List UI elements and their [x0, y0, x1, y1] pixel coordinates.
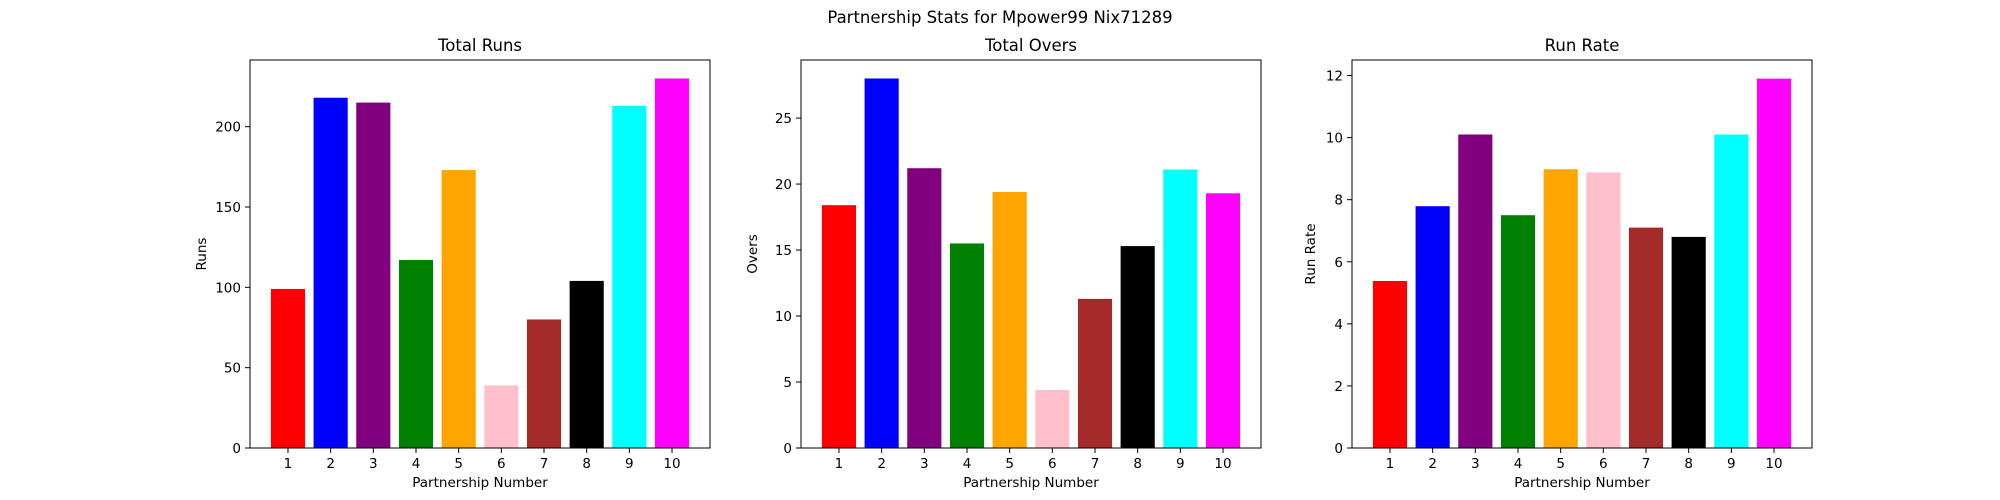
chart-3-xtick-label-9: 9	[1727, 456, 1736, 472]
chart-3-ytick-label-2: 2	[1334, 379, 1343, 395]
chart-1-xtick-label-9: 9	[625, 456, 634, 472]
chart-2-bar-10	[1205, 193, 1241, 448]
chart-2-bar-6	[1035, 389, 1070, 448]
chart-1-xlabel: Partnership Number	[412, 475, 548, 491]
chart-2-ytick-label-10: 10	[775, 309, 792, 325]
chart-2-axes-frame	[800, 59, 1262, 449]
chart-1-bar-3	[356, 102, 391, 449]
chart-1-xtick-label-3: 3	[369, 456, 378, 472]
chart-3-axes-frame	[1351, 59, 1813, 449]
chart-2-bar-8	[1120, 246, 1155, 448]
chart-3-ylabel: Run Rate	[1303, 223, 1319, 284]
chart-2-xtick-label-3: 3	[920, 456, 929, 472]
chart-1-bar-6	[484, 385, 519, 448]
chart-2-bar-5	[992, 191, 1027, 449]
chart-3-xtick-label-6: 6	[1599, 456, 1608, 472]
chart-1-bar-4	[398, 260, 434, 448]
chart-3-bar-5	[1543, 169, 1578, 448]
chart-2-bar-2	[864, 78, 899, 448]
chart-2-bar-3	[907, 168, 942, 448]
chart-1-ylabel: Runs	[194, 238, 210, 271]
chart-3-xlabel: Partnership Number	[1514, 475, 1650, 491]
chart-2-ytick-label-15: 15	[775, 243, 792, 259]
chart-1-ytick-label-100: 100	[215, 280, 241, 296]
chart-3-bar-2	[1415, 206, 1450, 448]
chart-3-bar-3	[1458, 134, 1493, 448]
chart-1-xtick-label-1: 1	[284, 456, 293, 472]
chart-2-xtick-label-10: 10	[1214, 456, 1231, 472]
chart-2-bar-1	[821, 205, 857, 448]
chart-3-ytick-label-10: 10	[1326, 131, 1343, 147]
chart-3-xtick-label-4: 4	[1514, 456, 1523, 472]
chart-1-xtick-label-7: 7	[540, 456, 549, 472]
chart-3-bar-10	[1756, 78, 1792, 449]
chart-3-ytick-label-4: 4	[1334, 317, 1343, 333]
chart-2-bar-7	[1077, 298, 1113, 448]
chart-1-bar-5	[441, 170, 476, 448]
chart-2-xtick-label-7: 7	[1091, 456, 1100, 472]
chart-3-xtick-label-5: 5	[1556, 456, 1565, 472]
chart-1-bar-10	[654, 78, 690, 448]
chart-2-bar-4	[949, 243, 985, 448]
chart-1-xtick-label-10: 10	[663, 456, 680, 472]
chart-2-ylabel: Overs	[745, 234, 761, 274]
chart-3-bar-7	[1628, 227, 1664, 448]
chart-3-ytick-label-0: 0	[1334, 441, 1343, 457]
chart-1-xtick-label-4: 4	[412, 456, 421, 472]
chart-2-title: Total Overs	[984, 36, 1077, 55]
chart-3-ytick-label-12: 12	[1326, 69, 1343, 85]
chart-2-xlabel: Partnership Number	[963, 475, 1099, 491]
chart-1-bar-7	[526, 319, 562, 448]
chart-1-xtick-label-2: 2	[326, 456, 335, 472]
chart-2-ytick-label-20: 20	[775, 177, 792, 193]
chart-1-bar-1	[270, 288, 306, 448]
chart-2-xtick-label-2: 2	[877, 456, 886, 472]
chart-2-bar-9	[1163, 169, 1198, 448]
chart-3-ytick-label-6: 6	[1334, 255, 1343, 271]
chart-2-xtick-label-1: 1	[835, 456, 844, 472]
chart-3-bar-8	[1671, 236, 1706, 448]
chart-2-xtick-label-5: 5	[1005, 456, 1014, 472]
chart-1-xtick-label-8: 8	[582, 456, 591, 472]
chart-2-xtick-label-6: 6	[1048, 456, 1057, 472]
chart-1-ytick-label-150: 150	[215, 200, 241, 216]
chart-1-xtick-label-5: 5	[454, 456, 463, 472]
chart-1-bar-2	[313, 97, 348, 449]
chart-3-xtick-label-3: 3	[1471, 456, 1480, 472]
chart-2-ytick-label-5: 5	[783, 375, 792, 391]
chart-1-ytick-label-0: 0	[232, 441, 241, 457]
chart-2-ytick-label-25: 25	[775, 111, 792, 127]
chart-1-ytick-label-50: 50	[224, 361, 241, 377]
chart-1-title: Total Runs	[437, 36, 522, 55]
chart-3-ytick-label-8: 8	[1334, 193, 1343, 209]
chart-2-xtick-label-9: 9	[1176, 456, 1185, 472]
chart-3-xtick-label-2: 2	[1428, 456, 1437, 472]
chart-3-title: Run Rate	[1545, 36, 1620, 55]
chart-3-xtick-label-1: 1	[1386, 456, 1395, 472]
chart-1-xtick-label-6: 6	[497, 456, 506, 472]
chart-3-bar-1	[1372, 281, 1408, 448]
chart-3-xtick-label-10: 10	[1765, 456, 1782, 472]
figure-suptitle: Partnership Stats for Mpower99 Nix71289	[827, 8, 1173, 27]
chart-2-xtick-label-8: 8	[1133, 456, 1142, 472]
chart-1-ytick-label-200: 200	[215, 120, 241, 136]
chart-3-bar-9	[1714, 134, 1749, 448]
chart-1-bar-9	[612, 105, 647, 448]
chart-3-xtick-label-7: 7	[1642, 456, 1651, 472]
chart-2-xtick-label-4: 4	[963, 456, 972, 472]
chart-1-bar-8	[569, 280, 604, 448]
chart-1-axes-frame	[249, 59, 711, 449]
chart-3-xtick-label-8: 8	[1684, 456, 1693, 472]
chart-3-bar-6	[1586, 172, 1621, 448]
chart-2-ytick-label-0: 0	[783, 441, 792, 457]
chart-3-bar-4	[1500, 215, 1536, 448]
